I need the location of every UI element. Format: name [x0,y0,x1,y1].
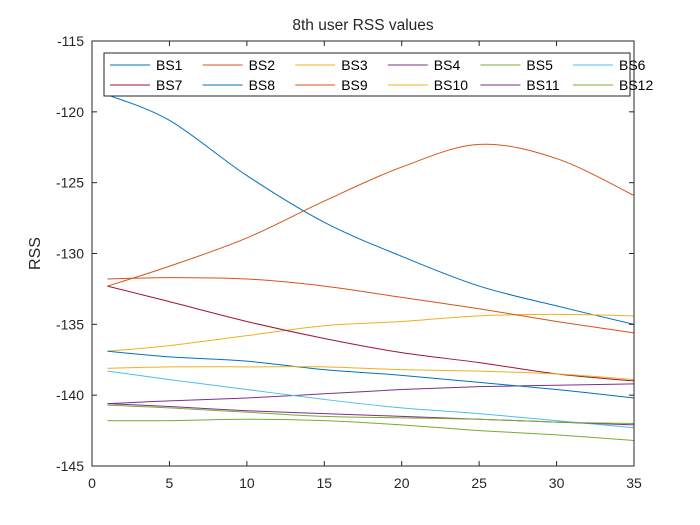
y-tick-label: -140 [56,387,84,403]
series-line-bs3 [107,313,635,352]
legend-label-bs3: BS3 [341,57,368,73]
legend: BS1 BS2 BS3 BS4 BS5 BS6 BS7 BS8 BS9 BS10 BS11 BS12 [103,52,653,97]
series-line-bs10 [107,366,635,381]
chart-title: 8th user RSS values [292,17,434,34]
y-tick-label: -120 [56,104,84,120]
legend-label-bs1: BS1 [156,57,183,73]
legend-label-bs9: BS9 [341,77,368,93]
y-tick-label: -125 [56,175,84,191]
series-line-bs12 [107,404,635,424]
legend-label-bs7: BS7 [156,77,183,93]
series-line-bs5 [107,418,635,441]
ticks-layer: 0 5 10 15 20 25 30 35 -145 -140 -135 -130 -125 -120 -1… [56,33,642,491]
series-line-bs4 [107,383,635,405]
plot-area [92,41,634,466]
series-line-bs2 [107,143,635,287]
legend-label-bs10: BS10 [434,77,468,93]
y-axis-title: RSS [27,237,44,270]
x-tick-label: 0 [88,475,96,491]
series-line-bs6 [107,370,635,429]
legend-label-bs11: BS11 [526,77,559,93]
legend-label-bs12: BS12 [619,77,653,93]
y-tick-label: -145 [56,458,84,474]
y-tick-label: -135 [56,316,84,332]
x-tick-label: 25 [471,475,487,491]
legend-box [103,52,631,97]
series-line-bs1 [107,94,635,325]
series-line-bs8 [107,350,635,399]
x-tick-label: 35 [626,475,642,491]
x-tick-label: 30 [549,475,565,491]
series-layer [107,94,635,441]
x-tick-label: 10 [239,475,255,491]
legend-label-bs4: BS4 [434,57,461,73]
x-tick-label: 5 [166,475,174,491]
series-line-bs9 [107,277,635,334]
x-tick-label: 15 [316,475,332,491]
legend-label-bs8: BS8 [249,77,276,93]
legend-label-bs2: BS2 [249,57,276,73]
y-tick-label: -130 [56,246,84,262]
legend-label-bs5: BS5 [526,57,553,73]
y-tick-label: -115 [57,33,84,49]
x-tick-label: 20 [394,475,410,491]
legend-label-bs6: BS6 [619,57,646,73]
